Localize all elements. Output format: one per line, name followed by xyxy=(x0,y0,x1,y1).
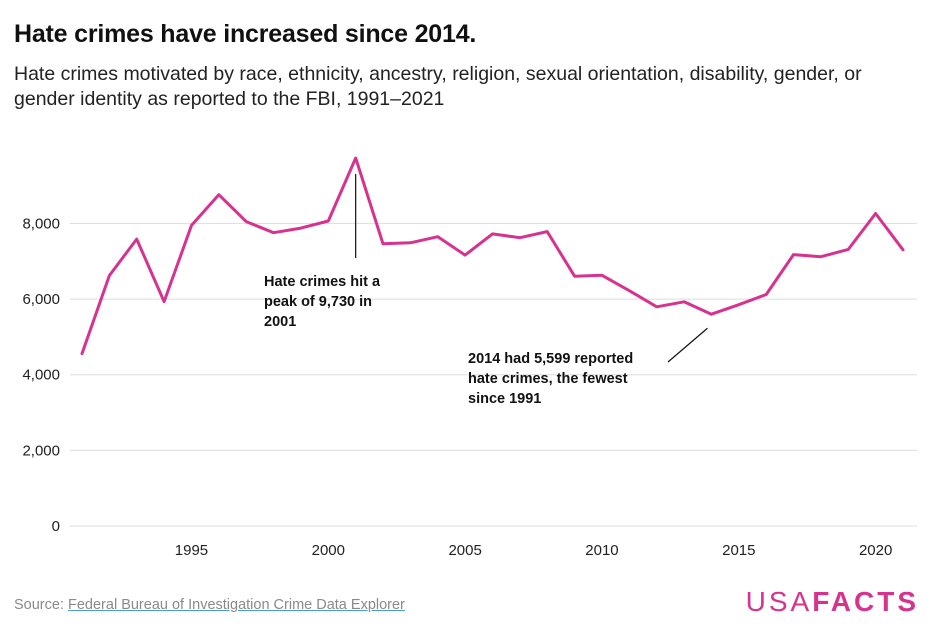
series-line xyxy=(80,156,905,356)
data-point xyxy=(573,274,577,278)
y-axis-ticks: 0 2,000 4,000 6,000 8,000 xyxy=(22,215,60,535)
hate-crimes-line-chart: 0 2,000 4,000 6,000 8,000 1995 2000 2005 2010 20… xyxy=(22,156,917,559)
data-point xyxy=(819,255,823,259)
data-point xyxy=(244,220,248,224)
chart-title: Hate crimes have increased since 2014. xyxy=(14,20,477,48)
data-point xyxy=(80,352,84,356)
data-point xyxy=(299,226,303,230)
data-point xyxy=(189,223,193,227)
data-point xyxy=(792,253,796,257)
data-point xyxy=(135,237,139,241)
data-point xyxy=(846,247,850,251)
data-point xyxy=(737,303,741,307)
low-leader-line xyxy=(667,327,708,363)
x-tick-label: 2010 xyxy=(585,542,618,559)
y-tick-label: 8,000 xyxy=(22,215,60,232)
data-point xyxy=(408,241,412,245)
y-tick-label: 2,000 xyxy=(22,442,60,459)
y-tick-label: 0 xyxy=(52,518,60,535)
x-tick-label: 2020 xyxy=(859,542,892,559)
data-point xyxy=(354,156,358,160)
data-point xyxy=(874,211,878,215)
x-tick-label: 1995 xyxy=(175,542,208,559)
data-point xyxy=(162,300,166,304)
logo-part-usa: USA xyxy=(745,586,813,617)
annotations: Hate crimes hit a peak of 9,730 in 2001 201… xyxy=(264,174,708,407)
source-prefix: Source: xyxy=(14,597,68,613)
data-point xyxy=(901,248,905,252)
y-tick-label: 6,000 xyxy=(22,291,60,308)
data-point xyxy=(217,193,221,197)
x-tick-label: 2005 xyxy=(448,542,481,559)
data-point xyxy=(491,232,495,236)
data-point xyxy=(463,253,467,257)
data-point xyxy=(381,242,385,246)
source-note: Source: Federal Bureau of Investigation … xyxy=(14,597,405,613)
data-point xyxy=(436,235,440,239)
data-point xyxy=(682,300,686,304)
x-tick-label: 2015 xyxy=(722,542,755,559)
gridlines xyxy=(70,222,917,527)
y-tick-label: 4,000 xyxy=(22,367,60,384)
chart-subtitle: Hate crimes motivated by race, ethnicity… xyxy=(14,63,862,110)
data-point xyxy=(107,274,111,278)
data-point xyxy=(627,289,631,293)
data-point xyxy=(655,305,659,309)
x-tick-label: 2000 xyxy=(312,542,345,559)
data-point xyxy=(709,312,713,316)
data-point xyxy=(764,292,768,296)
data-point xyxy=(326,219,330,223)
series xyxy=(80,156,905,356)
data-point xyxy=(545,230,549,234)
low-annotation: 2014 had 5,599 reported hate crimes, the … xyxy=(468,351,633,407)
x-axis-ticks: 1995 2000 2005 2010 2015 2020 xyxy=(175,542,893,559)
data-point xyxy=(272,231,276,235)
data-point xyxy=(600,273,604,277)
source-link[interactable]: Federal Bureau of Investigation Crime Da… xyxy=(68,597,405,613)
logo-part-facts: FACTS xyxy=(812,586,919,617)
peak-annotation: Hate crimes hit a peak of 9,730 in 2001 xyxy=(264,274,381,330)
data-point xyxy=(518,236,522,240)
usafacts-logo: USAFACTS xyxy=(746,586,919,618)
